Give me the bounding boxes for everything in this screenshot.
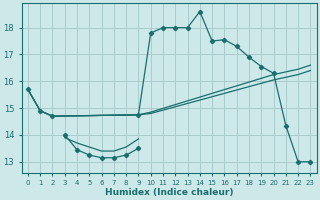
X-axis label: Humidex (Indice chaleur): Humidex (Indice chaleur) [105,188,233,197]
